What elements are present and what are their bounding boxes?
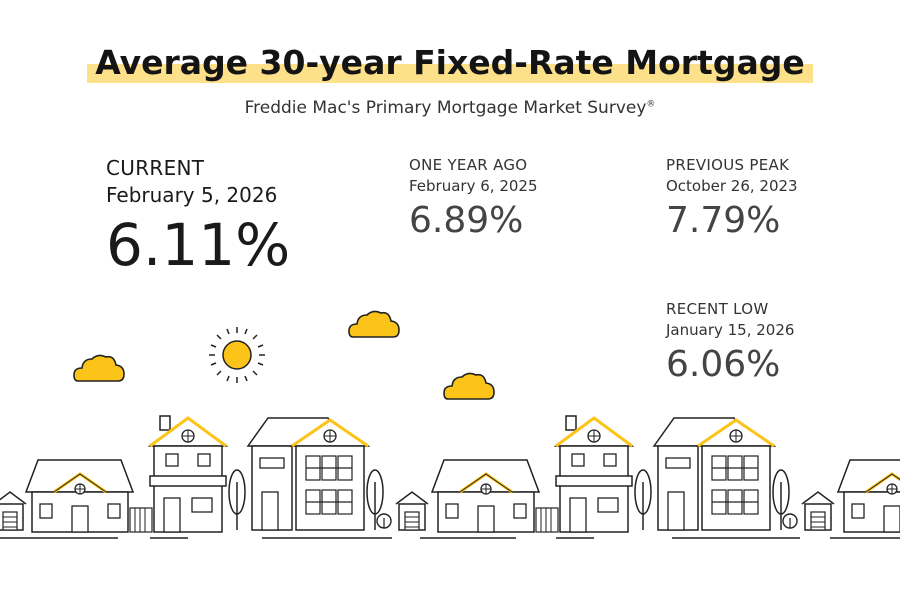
recent-low-value: 6.06% bbox=[666, 344, 781, 385]
sun-icon bbox=[209, 327, 265, 383]
house-icon bbox=[801, 491, 835, 531]
house-icon bbox=[148, 414, 228, 534]
current-rate-block: CURRENT February 5, 2026 6.11% bbox=[106, 155, 290, 281]
previous-peak-block: PREVIOUS PEAK October 26, 2023 7.79% bbox=[666, 155, 798, 245]
current-label: CURRENT bbox=[106, 156, 205, 180]
one-year-ago-label: ONE YEAR AGO bbox=[409, 156, 528, 174]
previous-peak-date: October 26, 2023 bbox=[666, 177, 798, 195]
cloud-icon bbox=[73, 354, 125, 382]
current-date: February 5, 2026 bbox=[106, 183, 278, 207]
house-icon bbox=[430, 458, 541, 534]
recent-low-block: RECENT LOW January 15, 2026 6.06% bbox=[666, 299, 794, 389]
cloud-icon bbox=[443, 372, 495, 400]
recent-low-date: January 15, 2026 bbox=[666, 321, 795, 339]
previous-peak-label: PREVIOUS PEAK bbox=[666, 156, 790, 174]
tree-icon bbox=[228, 469, 246, 531]
house-icon bbox=[836, 458, 900, 534]
house-icon bbox=[652, 416, 776, 532]
subtitle-text: Freddie Mac's Primary Mortgage Market Su… bbox=[244, 98, 647, 118]
one-year-ago-date: February 6, 2025 bbox=[409, 177, 538, 195]
house-icon bbox=[535, 507, 559, 533]
page-title: Average 30-year Fixed-Rate Mortgage bbox=[87, 40, 813, 86]
subtitle: Freddie Mac's Primary Mortgage Market Su… bbox=[0, 98, 900, 118]
one-year-ago-block: ONE YEAR AGO February 6, 2025 6.89% bbox=[409, 155, 538, 245]
current-value: 6.11% bbox=[106, 211, 291, 279]
tree-icon bbox=[782, 513, 798, 529]
registered-mark: ® bbox=[646, 99, 656, 110]
cloud-icon bbox=[348, 310, 400, 338]
recent-low-label: RECENT LOW bbox=[666, 300, 769, 318]
house-icon bbox=[129, 507, 153, 533]
one-year-ago-value: 6.89% bbox=[409, 200, 524, 241]
house-icon bbox=[24, 458, 135, 534]
house-icon bbox=[395, 491, 429, 531]
previous-peak-value: 7.79% bbox=[666, 200, 781, 241]
tree-icon bbox=[376, 513, 392, 529]
house-icon bbox=[554, 414, 634, 534]
house-icon bbox=[0, 491, 27, 531]
house-icon bbox=[246, 416, 370, 532]
tree-icon bbox=[634, 469, 652, 531]
